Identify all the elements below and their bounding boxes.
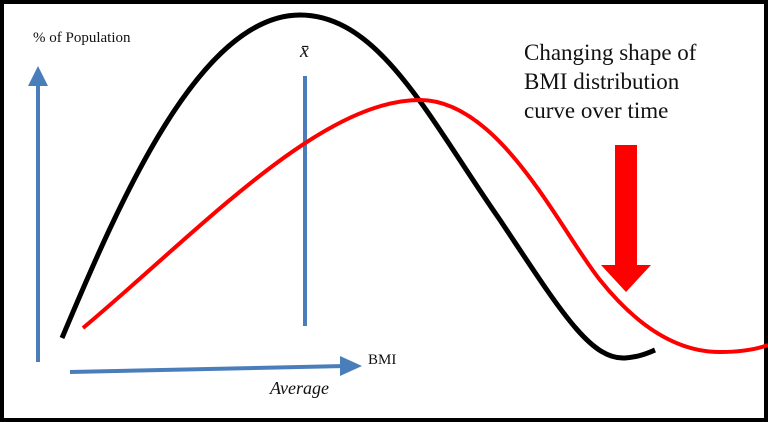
y-axis-label: % of Population [33, 30, 131, 46]
arrow-head [601, 265, 651, 292]
note-line: curve over time [524, 98, 669, 123]
note-line: BMI distribution [524, 69, 680, 94]
note: Changing shape of BMI distribution curve… [524, 38, 696, 125]
note-line: Changing shape of [524, 40, 697, 65]
arrow-shaft [615, 145, 637, 267]
red-curve [81, 97, 768, 355]
x-axis-arrow [69, 364, 346, 374]
x-arrowhead [340, 356, 362, 376]
x-axis-label: BMI [368, 352, 397, 368]
average-label: Average [270, 378, 329, 398]
y-arrowhead [28, 66, 48, 86]
mean-label: x̄ [300, 40, 309, 62]
